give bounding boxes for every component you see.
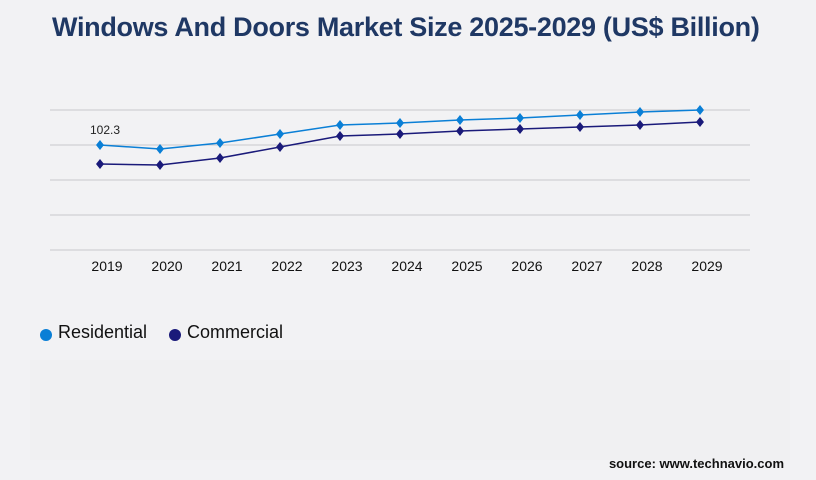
chart-title: Windows And Doors Market Size 2025-2029 … — [52, 12, 760, 42]
x-tick-label: 2029 — [691, 258, 722, 274]
data-point-residential — [696, 105, 704, 115]
residential-legend-marker — [40, 328, 52, 341]
data-point-residential — [156, 144, 164, 155]
data-point-residential — [516, 113, 524, 124]
data-label: 102.3 — [90, 123, 120, 137]
data-point-commercial — [96, 158, 104, 169]
data-point-residential — [456, 114, 464, 125]
x-tick-label: 2021 — [211, 258, 242, 274]
data-point-commercial — [516, 123, 524, 134]
legend-item-commercial: Commercial — [169, 322, 283, 343]
series-line-commercial — [99, 121, 701, 166]
legend-label: Commercial — [187, 322, 284, 342]
x-tick-label: 2020 — [151, 258, 182, 274]
data-point-residential — [216, 138, 224, 149]
x-tick-label: 2019 — [91, 258, 122, 274]
data-point-residential — [636, 107, 644, 118]
source-note: source: www.technavio.com — [608, 456, 784, 471]
x-tick-label: 2027 — [571, 258, 602, 274]
line-chart: 2019 2020 2021 2022 2023 2024 2025 2026 2027 2028… — [50, 105, 750, 274]
x-tick-label: 2022 — [271, 258, 302, 274]
data-point-residential — [96, 140, 104, 150]
x-tick-label: 2025 — [451, 258, 482, 274]
data-point-commercial — [156, 160, 164, 171]
data-point-commercial — [276, 141, 284, 152]
x-tick-label: 2024 — [391, 258, 422, 274]
data-point-commercial — [216, 153, 224, 164]
data-point-commercial — [576, 122, 584, 133]
data-point-commercial — [336, 130, 344, 141]
data-point-commercial — [456, 126, 464, 137]
commercial-legend-marker — [169, 328, 181, 341]
x-tick-label: 2028 — [631, 258, 662, 274]
data-point-residential — [276, 129, 284, 140]
data-point-residential — [576, 110, 584, 121]
x-tick-label: 2023 — [331, 258, 362, 274]
data-point-commercial — [636, 119, 644, 130]
x-tick-label: 2026 — [511, 258, 542, 274]
data-point-commercial — [696, 117, 704, 128]
data-point-commercial — [396, 129, 404, 140]
legend-item-residential: Residential — [40, 322, 147, 343]
data-point-residential — [396, 118, 404, 129]
blank-panel — [30, 360, 790, 460]
data-point-residential — [336, 119, 344, 130]
legend-label: Residential — [58, 322, 148, 342]
